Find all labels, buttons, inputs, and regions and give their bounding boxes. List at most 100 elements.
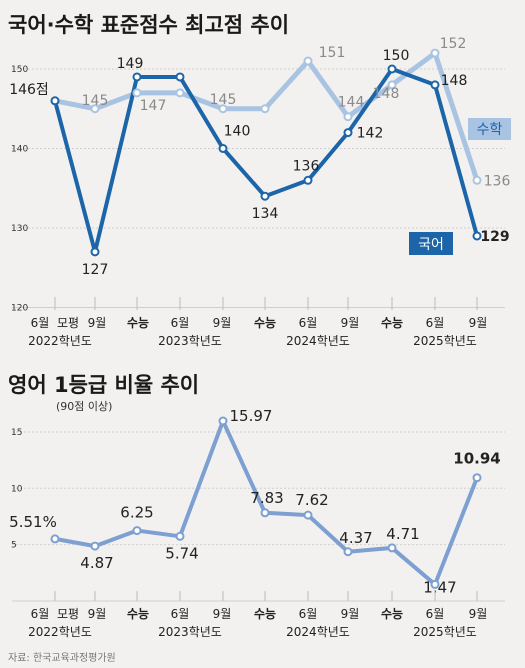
chart1-title: 국어·수학 표준점수 최고점 추이 — [8, 13, 289, 37]
y-tick-label: 120 — [11, 304, 28, 314]
data-point — [387, 543, 397, 553]
chart2-x-axis: 6월 모평 9월 수능 6월 9월 수능 6월 9월 수능 6월 9월 2022학년도 2023학년도 20… — [28, 591, 487, 639]
x-group-label: 2023학년도 — [158, 625, 222, 639]
data-label: 148 — [373, 86, 400, 102]
y-tick-label: 5 — [11, 541, 17, 551]
x-tick-label: 9월 — [88, 607, 107, 621]
data-label: 134 — [252, 206, 279, 222]
data-point — [260, 191, 270, 201]
x-tick-label: 6월 — [31, 607, 50, 621]
data-point — [218, 144, 228, 153]
y-tick-label: 10 — [11, 484, 23, 494]
x-tick-label: 9월 — [341, 607, 360, 621]
chart1-x-axis: 6월 모평 9월 수능 6월 9월 수능 6월 9월 수능 6월 9월 2022학년도 2023학년도 20… — [28, 297, 487, 348]
chart2-points — [50, 416, 482, 589]
data-point — [260, 104, 270, 114]
x-group-label: 2025학년도 — [413, 334, 477, 348]
data-point — [90, 541, 100, 551]
data-point — [303, 175, 313, 185]
x-tick-label: 6월 — [299, 316, 318, 330]
x-tick-label: 수능 — [381, 607, 403, 621]
x-group-label: 2025학년도 — [413, 625, 477, 639]
chart1-y-axis: 150 140 130 120 — [11, 65, 28, 314]
data-label: 148 — [441, 73, 468, 89]
data-label: 10.94 — [453, 450, 500, 468]
legend-box-korean — [409, 232, 453, 255]
x-tick-label: 9월 — [341, 316, 360, 330]
chart2-y-axis: 15 10 5 — [11, 428, 23, 551]
x-tick-label: 6월 — [171, 607, 190, 621]
data-label: 146점 — [9, 82, 49, 98]
data-label: 152 — [440, 36, 467, 52]
data-point — [50, 96, 60, 106]
y-tick-label: 15 — [11, 428, 22, 438]
chart1-gridlines — [12, 68, 505, 308]
x-tick-label: 6월 — [426, 316, 445, 330]
x-tick-label: 9월 — [469, 607, 488, 621]
x-tick-label: 9월 — [213, 607, 232, 621]
data-label: 145 — [210, 92, 237, 108]
data-label: 7.62 — [295, 491, 328, 509]
x-tick-label: 수능 — [127, 607, 149, 621]
data-point — [430, 80, 440, 90]
data-label: 151 — [319, 45, 346, 61]
data-point — [90, 247, 100, 257]
data-label: 5.51% — [9, 513, 57, 531]
data-point — [472, 473, 482, 483]
source-note: 자료: 한국교육과정평가원 — [8, 652, 116, 664]
data-label: 5.74 — [165, 544, 198, 562]
data-point — [132, 88, 142, 98]
data-point — [132, 72, 142, 82]
data-label: 150 — [383, 48, 410, 64]
data-point — [175, 72, 185, 82]
chart2-subtitle: (90점 이상) — [56, 400, 112, 413]
data-label: 4.37 — [339, 529, 372, 547]
data-point — [430, 579, 440, 589]
data-label: 129 — [480, 229, 509, 245]
chart2-gridlines — [12, 431, 505, 602]
data-point — [343, 112, 353, 122]
data-point — [387, 80, 397, 90]
x-tick-label: 6월 — [31, 316, 50, 330]
x-tick-label: 수능 — [254, 607, 276, 621]
data-label: 136 — [484, 173, 511, 189]
x-tick-label: 수능 — [381, 316, 403, 330]
data-label: 6.25 — [120, 504, 153, 522]
data-point — [132, 526, 142, 536]
data-label: 147 — [140, 98, 167, 114]
data-label: 144 — [338, 95, 365, 111]
x-tick-label: 9월 — [88, 316, 107, 330]
x-group-label: 2024학년도 — [286, 334, 350, 348]
data-point — [260, 508, 270, 518]
chart2-title: 영어 1등급 비율 추이 — [8, 373, 199, 397]
data-point — [472, 175, 482, 185]
chart1-points — [50, 48, 482, 257]
data-point — [343, 547, 353, 557]
y-tick-label: 140 — [11, 145, 28, 155]
data-label: 136 — [293, 158, 320, 174]
legend-label-korean: 국어 — [418, 237, 444, 253]
y-tick-label: 150 — [11, 65, 28, 75]
x-tick-label: 수능 — [254, 316, 276, 330]
data-label: 142 — [357, 126, 384, 142]
data-label: 145 — [82, 93, 109, 109]
x-tick-label: 6월 — [426, 607, 445, 621]
data-label: 15.97 — [230, 407, 273, 425]
x-tick-label: 9월 — [213, 316, 232, 330]
chart2-data-labels: 5.51% 4.87 6.25 5.74 15.97 7.83 7.62 4.37 4.71 1.… — [9, 407, 501, 596]
x-group-label: 2023학년도 — [158, 334, 222, 348]
data-point — [218, 416, 228, 426]
x-tick-label: 모평 — [57, 316, 79, 330]
series-line-korean — [53, 67, 479, 254]
legend-label-math: 수학 — [477, 122, 503, 138]
data-point — [50, 534, 60, 544]
data-point — [387, 64, 397, 74]
data-point — [90, 104, 100, 114]
data-point — [175, 531, 185, 541]
data-point — [303, 56, 313, 66]
x-group-label: 2024학년도 — [286, 625, 350, 639]
data-label: 4.71 — [386, 525, 419, 543]
data-label: 127 — [82, 262, 109, 278]
